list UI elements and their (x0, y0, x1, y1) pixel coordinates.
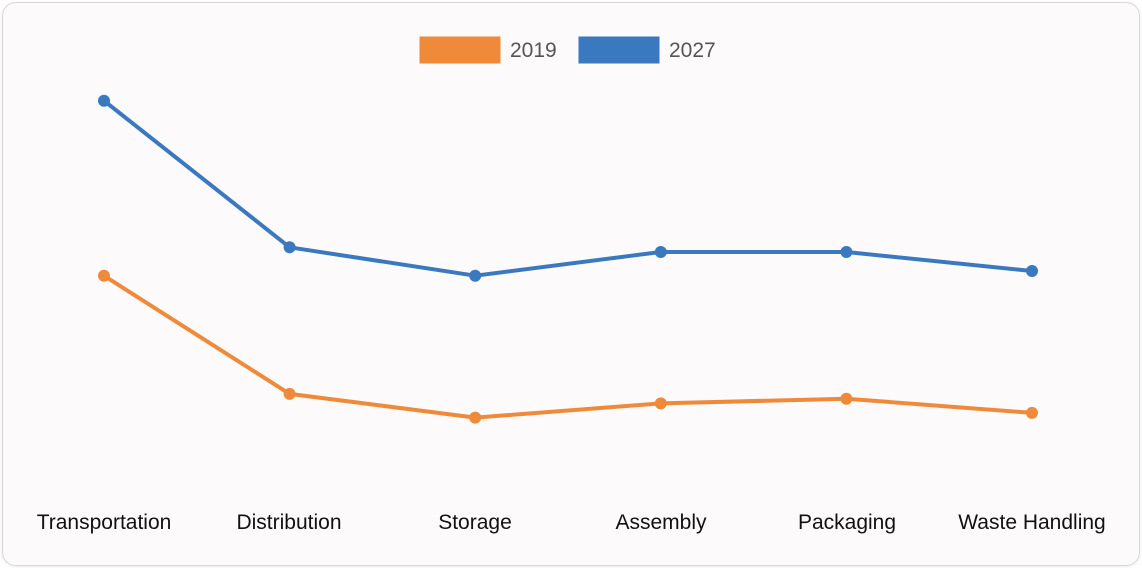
legend-swatch-2019[interactable] (419, 36, 501, 64)
data-point-2027-waste-handling[interactable] (1026, 265, 1038, 277)
x-axis: Transportation Distribution Storage Asse… (37, 511, 1106, 534)
data-point-2027-distribution[interactable] (283, 241, 296, 254)
series-2027 (98, 94, 1038, 282)
legend-swatch-2027[interactable] (578, 36, 660, 64)
x-tick-label: Distribution (236, 511, 341, 534)
data-point-2019-storage[interactable] (469, 411, 482, 424)
series-line-2027 (102, 98, 1034, 278)
data-point-2019-distribution[interactable] (283, 387, 296, 400)
legend-label-2019[interactable]: 2019 (510, 39, 557, 62)
x-tick-label: Assembly (615, 511, 707, 534)
x-tick-label: Waste Handling (958, 511, 1105, 534)
data-point-2027-transportation[interactable] (98, 94, 110, 107)
legend: 2019 2027 (419, 36, 716, 64)
x-tick-label: Transportation (37, 511, 172, 534)
x-tick-label: Storage (438, 511, 512, 534)
data-point-2019-assembly[interactable] (654, 397, 667, 410)
data-point-2027-assembly[interactable] (654, 246, 667, 258)
series-2019 (98, 269, 1038, 424)
series-layer (98, 94, 1038, 424)
data-point-2019-packaging[interactable] (840, 392, 853, 405)
x-tick-label: Packaging (798, 511, 896, 534)
data-point-2019-waste-handling[interactable] (1026, 406, 1038, 419)
data-point-2027-packaging[interactable] (840, 246, 853, 258)
data-point-2027-storage[interactable] (469, 269, 482, 282)
legend-label-2027[interactable]: 2027 (669, 39, 716, 62)
series-line-2019 (102, 273, 1034, 420)
data-point-2019-transportation[interactable] (98, 269, 110, 282)
